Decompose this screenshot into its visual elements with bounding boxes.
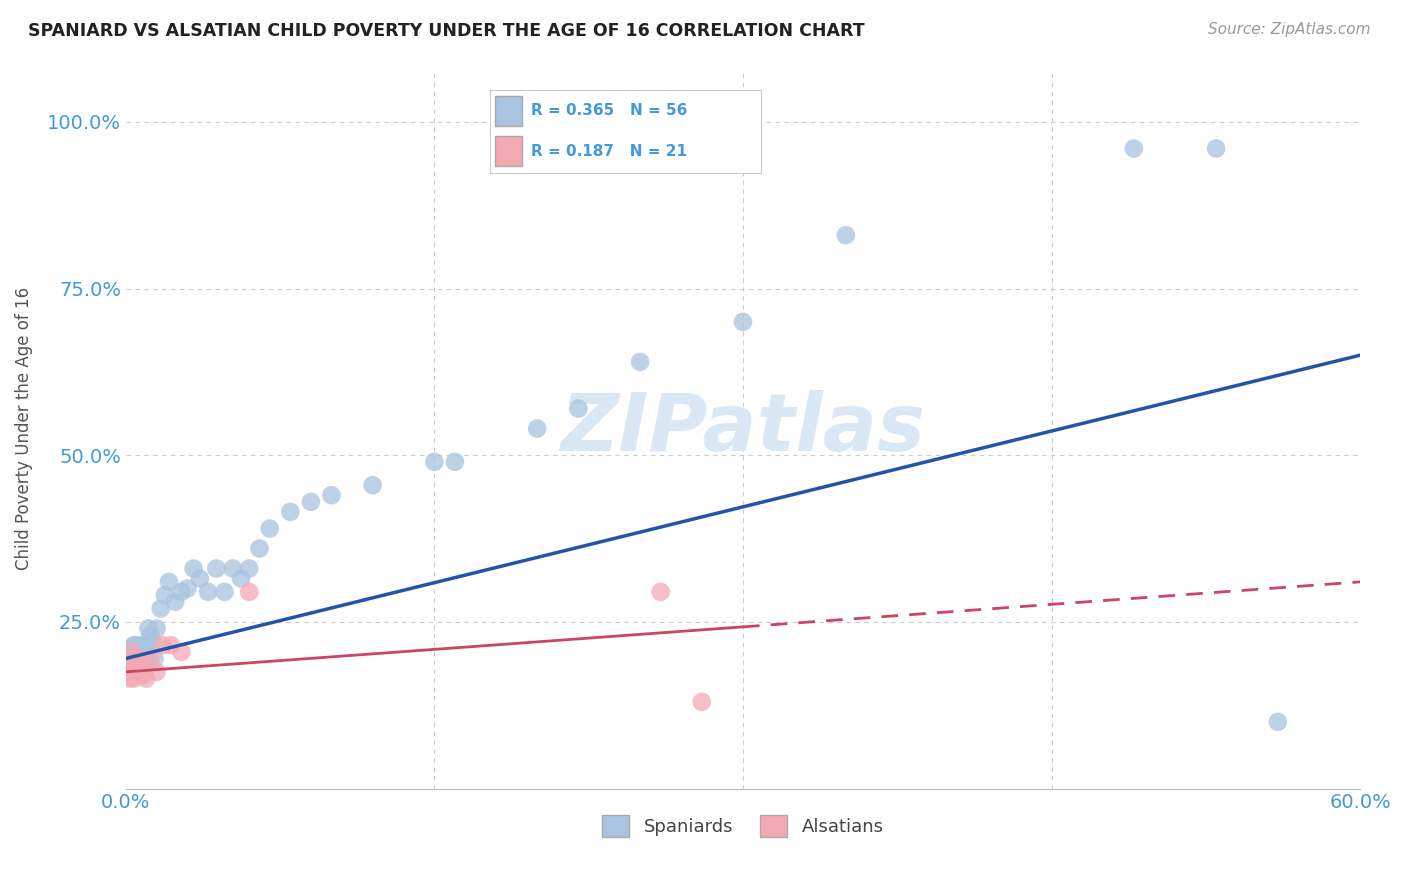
Point [127, 641, 149, 656]
Point [526, 421, 548, 435]
Point [444, 455, 467, 469]
Point [259, 522, 281, 536]
Point [299, 495, 322, 509]
Point [125, 665, 148, 679]
Legend: Spaniards, Alsatians: Spaniards, Alsatians [595, 808, 891, 845]
Point [118, 661, 141, 675]
Point [278, 505, 301, 519]
Point [1267, 714, 1289, 729]
Point [129, 655, 152, 669]
Text: Source: ZipAtlas.com: Source: ZipAtlas.com [1208, 22, 1371, 37]
Point [835, 228, 858, 243]
Point [122, 638, 145, 652]
Point [229, 572, 252, 586]
Point [121, 658, 143, 673]
Y-axis label: Child Poverty Under the Age of 16: Child Poverty Under the Age of 16 [15, 287, 32, 570]
Point [157, 574, 180, 589]
Point [122, 651, 145, 665]
Point [118, 672, 141, 686]
Point [238, 585, 260, 599]
Point [149, 601, 172, 615]
Point [567, 401, 589, 416]
Point [131, 638, 153, 652]
Point [134, 651, 156, 665]
Point [118, 651, 141, 665]
Point [165, 595, 187, 609]
Point [152, 638, 174, 652]
Point [183, 561, 205, 575]
Point [134, 658, 156, 673]
Point [117, 665, 139, 679]
Point [361, 478, 384, 492]
Point [122, 658, 145, 673]
Point [197, 585, 219, 599]
Point [139, 651, 162, 665]
Point [188, 572, 211, 586]
Point [127, 651, 149, 665]
Point [145, 665, 167, 679]
Point [135, 638, 157, 652]
Point [690, 695, 713, 709]
Point [138, 622, 160, 636]
Point [170, 585, 193, 599]
Point [176, 582, 198, 596]
Point [131, 648, 153, 663]
Point [238, 561, 260, 575]
Point [125, 651, 148, 665]
Point [129, 645, 152, 659]
Point [118, 651, 141, 665]
Point [125, 661, 148, 675]
Point [214, 585, 236, 599]
Point [139, 628, 162, 642]
Point [205, 561, 228, 575]
Point [121, 645, 143, 659]
Point [125, 638, 148, 652]
Point [321, 488, 343, 502]
Point [141, 635, 163, 649]
Point [650, 585, 672, 599]
Point [628, 355, 651, 369]
Point [121, 648, 143, 663]
Point [125, 645, 148, 659]
Point [249, 541, 271, 556]
Point [134, 641, 156, 656]
Point [1122, 142, 1144, 156]
Point [731, 315, 754, 329]
Point [129, 658, 152, 673]
Point [423, 455, 446, 469]
Text: ZIPatlas: ZIPatlas [561, 390, 925, 467]
Point [153, 588, 176, 602]
Point [160, 638, 183, 652]
Point [143, 651, 166, 665]
Point [1205, 142, 1227, 156]
Point [170, 645, 193, 659]
Point [131, 668, 153, 682]
Point [222, 561, 245, 575]
Point [121, 641, 143, 656]
Point [127, 661, 149, 675]
Point [135, 672, 157, 686]
Point [122, 672, 145, 686]
Text: SPANIARD VS ALSATIAN CHILD POVERTY UNDER THE AGE OF 16 CORRELATION CHART: SPANIARD VS ALSATIAN CHILD POVERTY UNDER… [28, 22, 865, 40]
Point [121, 655, 143, 669]
Point [145, 622, 167, 636]
Point [135, 648, 157, 663]
